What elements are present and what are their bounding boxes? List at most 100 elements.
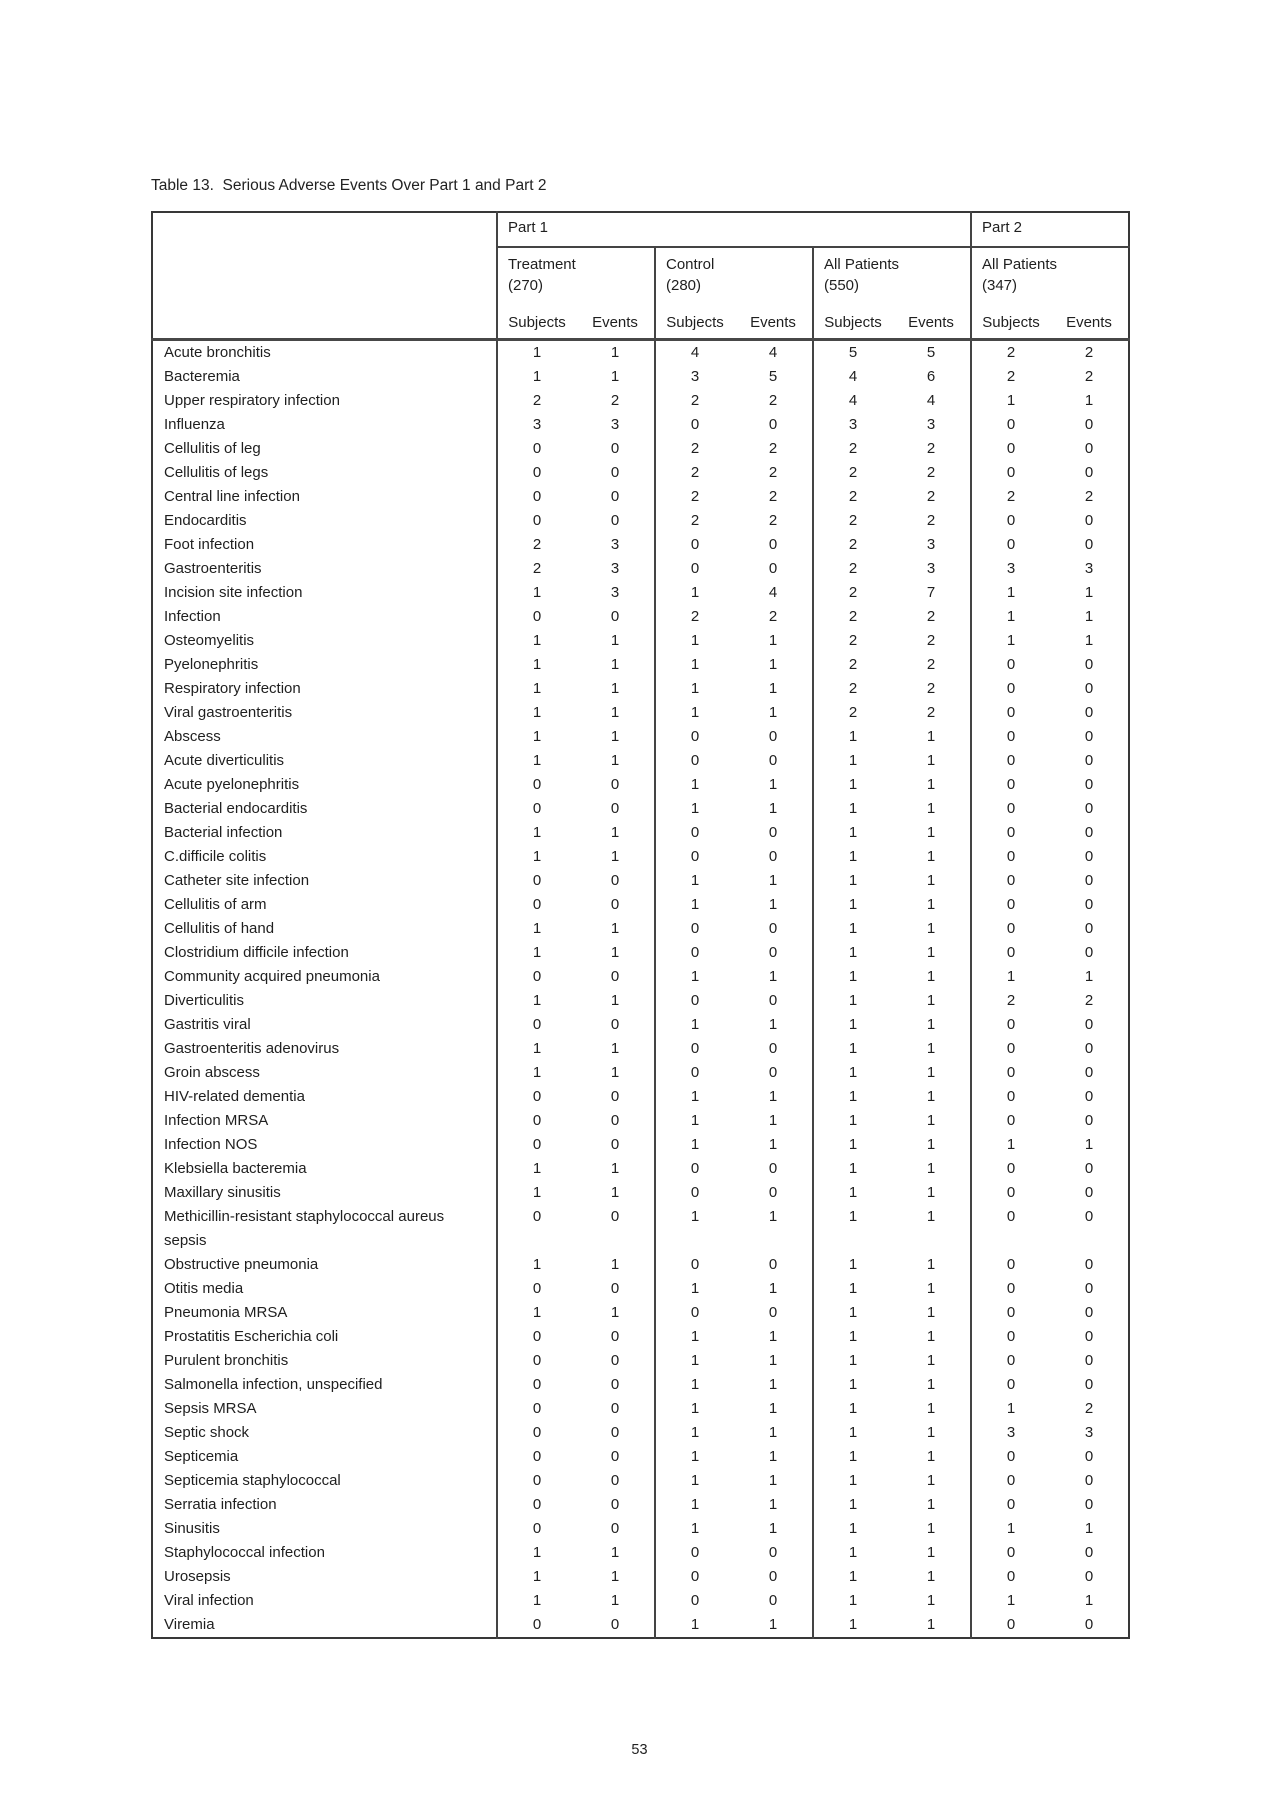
all-patients-subjects-cell: 1: [812, 1300, 892, 1325]
all-patients-events-cell: 1: [926, 1279, 936, 1297]
treatment-subjects-cell: 1: [496, 844, 576, 869]
control-events-cell: 1: [768, 1423, 778, 1441]
part2-subjects-cell: 0: [970, 700, 1050, 725]
all-patients-subjects-cell: 2: [812, 556, 892, 581]
control-events-cell: 0: [768, 943, 778, 961]
subheader-subjects: Subjects: [812, 304, 892, 341]
event-label: Cellulitis of legs: [152, 460, 498, 485]
part2-subjects-cell: 0: [970, 940, 1050, 965]
part2-events-cell: 0: [1084, 1183, 1094, 1201]
part2-subjects-cell: 0: [970, 1084, 1050, 1109]
control-subjects-cell: 1: [654, 580, 734, 605]
all-patients-subjects-cell: 2: [812, 628, 892, 653]
table-row: Cellulitis of arm 0 0 1 1 1 1 0 0: [152, 892, 1129, 917]
control-events-cell: 4: [768, 343, 778, 361]
table-row: Sepsis MRSA 0 0 1 1 1 1 1 2: [152, 1396, 1129, 1421]
part2-events-cell: 1: [1084, 391, 1094, 409]
control-subjects-cell: 1: [654, 1324, 734, 1349]
group-label: Treatment: [508, 256, 576, 273]
all-patients-subjects-cell: 1: [812, 796, 892, 821]
group-label: All Patients: [824, 256, 900, 273]
control-subjects-cell: 0: [654, 724, 734, 749]
control-events-cell: 1: [768, 1135, 778, 1153]
part2-events-cell: 0: [1084, 943, 1094, 961]
control-events-cell: 5: [768, 367, 778, 385]
all-patients-events-cell: 2: [926, 487, 936, 505]
treatment-events-cell: 0: [610, 1399, 620, 1417]
table-row: Serratia infection 0 0 1 1 1 1 0 0: [152, 1492, 1129, 1517]
control-events-cell: 1: [768, 1015, 778, 1033]
control-subjects-cell: 0: [654, 1156, 734, 1181]
part2-subjects-cell: 0: [970, 1564, 1050, 1589]
treatment-subjects-cell: 0: [496, 460, 576, 485]
treatment-subjects-cell: 0: [496, 1396, 576, 1421]
table-row: Upper respiratory infection 2 2 2 2 4 4 …: [152, 388, 1129, 413]
event-label: Influenza: [152, 412, 498, 437]
control-subjects-cell: 0: [654, 1060, 734, 1085]
table-row: Infection 0 0 2 2 2 2 1 1: [152, 604, 1129, 629]
event-label: Sinusitis: [152, 1516, 498, 1541]
treatment-subjects-cell: 1: [496, 988, 576, 1013]
all-patients-subjects-cell: 1: [812, 1060, 892, 1085]
all-patients-events-cell: 1: [926, 1039, 936, 1057]
all-patients-events-cell: 1: [926, 1159, 936, 1177]
table-row: C.difficile colitis 1 1 0 0 1 1 0 0: [152, 844, 1129, 869]
subheader-subjects: Subjects: [496, 304, 576, 341]
treatment-events-cell: 2: [610, 391, 620, 409]
treatment-subjects-cell: 3: [496, 412, 576, 437]
part2-events-cell: 0: [1084, 1543, 1094, 1561]
all-patients-subjects-cell: 1: [812, 988, 892, 1013]
treatment-events-cell: 0: [610, 1423, 620, 1441]
table-row: Viral infection 1 1 0 0 1 1 1 1: [152, 1588, 1129, 1613]
control-subjects-cell: 1: [654, 700, 734, 725]
all-patients-events-cell: 1: [926, 1015, 936, 1033]
treatment-subjects-cell: 2: [496, 388, 576, 413]
group-header-treatment: Treatment (270): [496, 247, 655, 304]
all-patients-subjects-cell: 1: [812, 844, 892, 869]
part2-events-cell: 0: [1084, 823, 1094, 841]
treatment-subjects-cell: 0: [496, 1492, 576, 1517]
control-subjects-cell: 0: [654, 988, 734, 1013]
part2-events-cell: 0: [1084, 751, 1094, 769]
treatment-subjects-cell: 1: [496, 1540, 576, 1565]
treatment-subjects-cell: 1: [496, 916, 576, 941]
part2-subjects-cell: 1: [970, 964, 1050, 989]
treatment-events-cell: 1: [610, 655, 620, 673]
part2-events-cell: 0: [1084, 415, 1094, 433]
treatment-events-cell: 1: [610, 1255, 620, 1273]
control-subjects-cell: 1: [654, 1276, 734, 1301]
part2-subjects-cell: 2: [970, 988, 1050, 1013]
treatment-events-cell: 1: [610, 1543, 620, 1561]
table-caption: Table 13. Serious Adverse Events Over Pa…: [151, 177, 547, 194]
part2-events-cell: 0: [1084, 1063, 1094, 1081]
all-patients-subjects-cell: 1: [812, 1108, 892, 1133]
all-patients-events-cell: 1: [926, 1351, 936, 1369]
event-label: Abscess: [152, 724, 498, 749]
control-subjects-cell: 1: [654, 964, 734, 989]
table-row: HIV-related dementia 0 0 1 1 1 1 0 0: [152, 1084, 1129, 1109]
table-row: Urosepsis 1 1 0 0 1 1 0 0: [152, 1564, 1129, 1589]
corner-cell: [152, 212, 498, 341]
control-events-cell: 0: [768, 1255, 778, 1273]
treatment-events-cell: 0: [610, 1447, 620, 1465]
treatment-subjects-cell: 1: [496, 1252, 576, 1277]
table-row: Pneumonia MRSA 1 1 0 0 1 1 0 0: [152, 1300, 1129, 1325]
event-label: Osteomyelitis: [152, 628, 498, 653]
part2-events-cell: 0: [1084, 1207, 1094, 1225]
part2-subjects-cell: 0: [970, 1612, 1050, 1638]
treatment-events-cell: 0: [610, 1207, 620, 1225]
control-subjects-cell: 0: [654, 556, 734, 581]
treatment-subjects-cell: 0: [496, 892, 576, 917]
all-patients-subjects-cell: 2: [812, 460, 892, 485]
event-label: Cellulitis of leg: [152, 436, 498, 461]
part2-subjects-cell: 0: [970, 1348, 1050, 1373]
part2-subjects-cell: 0: [970, 460, 1050, 485]
all-patients-events-cell: 1: [926, 1327, 936, 1345]
treatment-subjects-cell: 0: [496, 1084, 576, 1109]
event-label: Otitis media: [152, 1276, 498, 1301]
control-events-cell: 1: [768, 775, 778, 793]
control-subjects-cell: 1: [654, 652, 734, 677]
event-label: Cellulitis of arm: [152, 892, 498, 917]
treatment-subjects-cell: 1: [496, 724, 576, 749]
part-header-row: Part 1 Part 2: [152, 212, 1129, 341]
